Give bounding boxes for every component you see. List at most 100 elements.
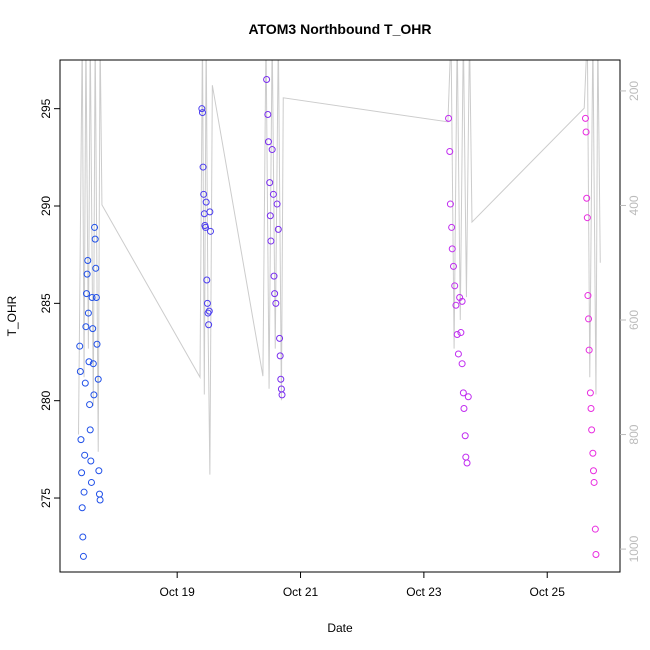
data-point [273,200,281,208]
data-point [206,227,214,235]
data-point [269,190,277,198]
data-point [203,299,211,307]
x-tick-label: Oct 25 [530,585,566,599]
data-point [93,340,101,348]
data-point [78,469,86,477]
data-point [581,114,589,122]
data-point [583,194,591,202]
data-point [582,128,590,136]
data-point [83,290,91,298]
data-point [86,426,94,434]
data-point [446,200,454,208]
data-point [80,488,88,496]
data-point [90,391,98,399]
data-point [462,453,470,461]
data-point [96,496,104,504]
plot-frame [59,59,621,573]
data-point [278,391,286,399]
data-point [266,212,274,220]
data-point [446,147,454,155]
data-point [95,490,103,498]
data-point [448,245,456,253]
data-point [587,404,595,412]
data-point [79,552,87,560]
data-point [463,459,471,467]
data-point [449,262,457,270]
data-point [264,138,272,146]
data-point [266,179,274,187]
data-point [584,292,592,300]
data-point [276,352,284,360]
data-point [91,235,99,243]
data-point [583,214,591,222]
data-point [591,525,599,533]
x-tick-label: Oct 21 [283,585,319,599]
data-point [92,264,100,272]
y-tick-label: 285 [39,293,53,313]
data-point [453,330,461,338]
data-point [198,105,206,113]
data-point [87,457,95,465]
data-point [586,389,594,397]
data-point [458,360,466,368]
data-point [461,432,469,440]
chart-title: ATOM3 Northbound T_OHR [248,21,431,37]
data-point [84,257,92,265]
data-point [454,350,462,358]
data-point [83,270,91,278]
data-point [589,449,597,457]
data-point [87,478,95,486]
data-point [448,223,456,231]
data-point [588,426,596,434]
data-point [585,346,593,354]
data-point [88,294,96,302]
data-point [263,75,271,83]
data-point [274,225,282,233]
data-point [79,533,87,541]
data-point [445,114,453,122]
data-point [270,272,278,280]
data-line [78,60,601,475]
y-tick-label: 295 [39,98,53,118]
data-point [264,111,272,119]
data-point [202,198,210,206]
x-axis-label: Date [327,621,353,635]
data-point [205,321,213,329]
y2-tick-label: 400 [627,195,641,215]
data-point [89,325,97,333]
data-point [276,334,284,342]
data-point [199,163,207,171]
data-point [459,389,467,397]
data-point [267,237,275,245]
data-point [82,323,90,331]
data-point [76,367,84,375]
data-point [78,504,86,512]
data-point [200,190,208,198]
data-point [585,315,593,323]
data-point [94,375,102,383]
y-tick-label: 290 [39,196,53,216]
data-point [277,375,285,383]
data-point [452,301,460,309]
data-point [272,299,280,307]
data-point [458,297,466,305]
data-point [202,223,210,231]
x-tick-label: Oct 19 [160,585,196,599]
data-point [205,307,213,315]
data-point [92,294,100,302]
data-point [85,358,93,366]
data-point [457,329,465,337]
plot-area [76,60,601,560]
y-axis-label: T_OHR [5,295,19,336]
y2-tick-label: 600 [627,310,641,330]
data-point [203,276,211,284]
x-tick-label: Oct 23 [406,585,442,599]
data-point [268,146,276,154]
data-point [76,342,84,350]
data-point [590,478,598,486]
y2-tick-label: 1000 [627,535,641,562]
data-point [451,282,459,290]
data-point [81,379,89,387]
data-point [198,109,206,117]
